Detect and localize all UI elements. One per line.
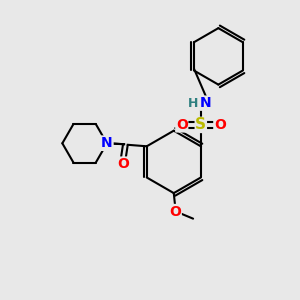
Text: N: N (200, 96, 212, 110)
Text: O: O (214, 118, 226, 132)
Text: O: O (117, 157, 129, 171)
Text: N: N (101, 136, 113, 150)
Text: S: S (195, 117, 206, 132)
Text: O: O (169, 205, 181, 218)
Text: N: N (101, 136, 113, 150)
Text: O: O (176, 118, 188, 132)
Text: H: H (188, 97, 199, 110)
